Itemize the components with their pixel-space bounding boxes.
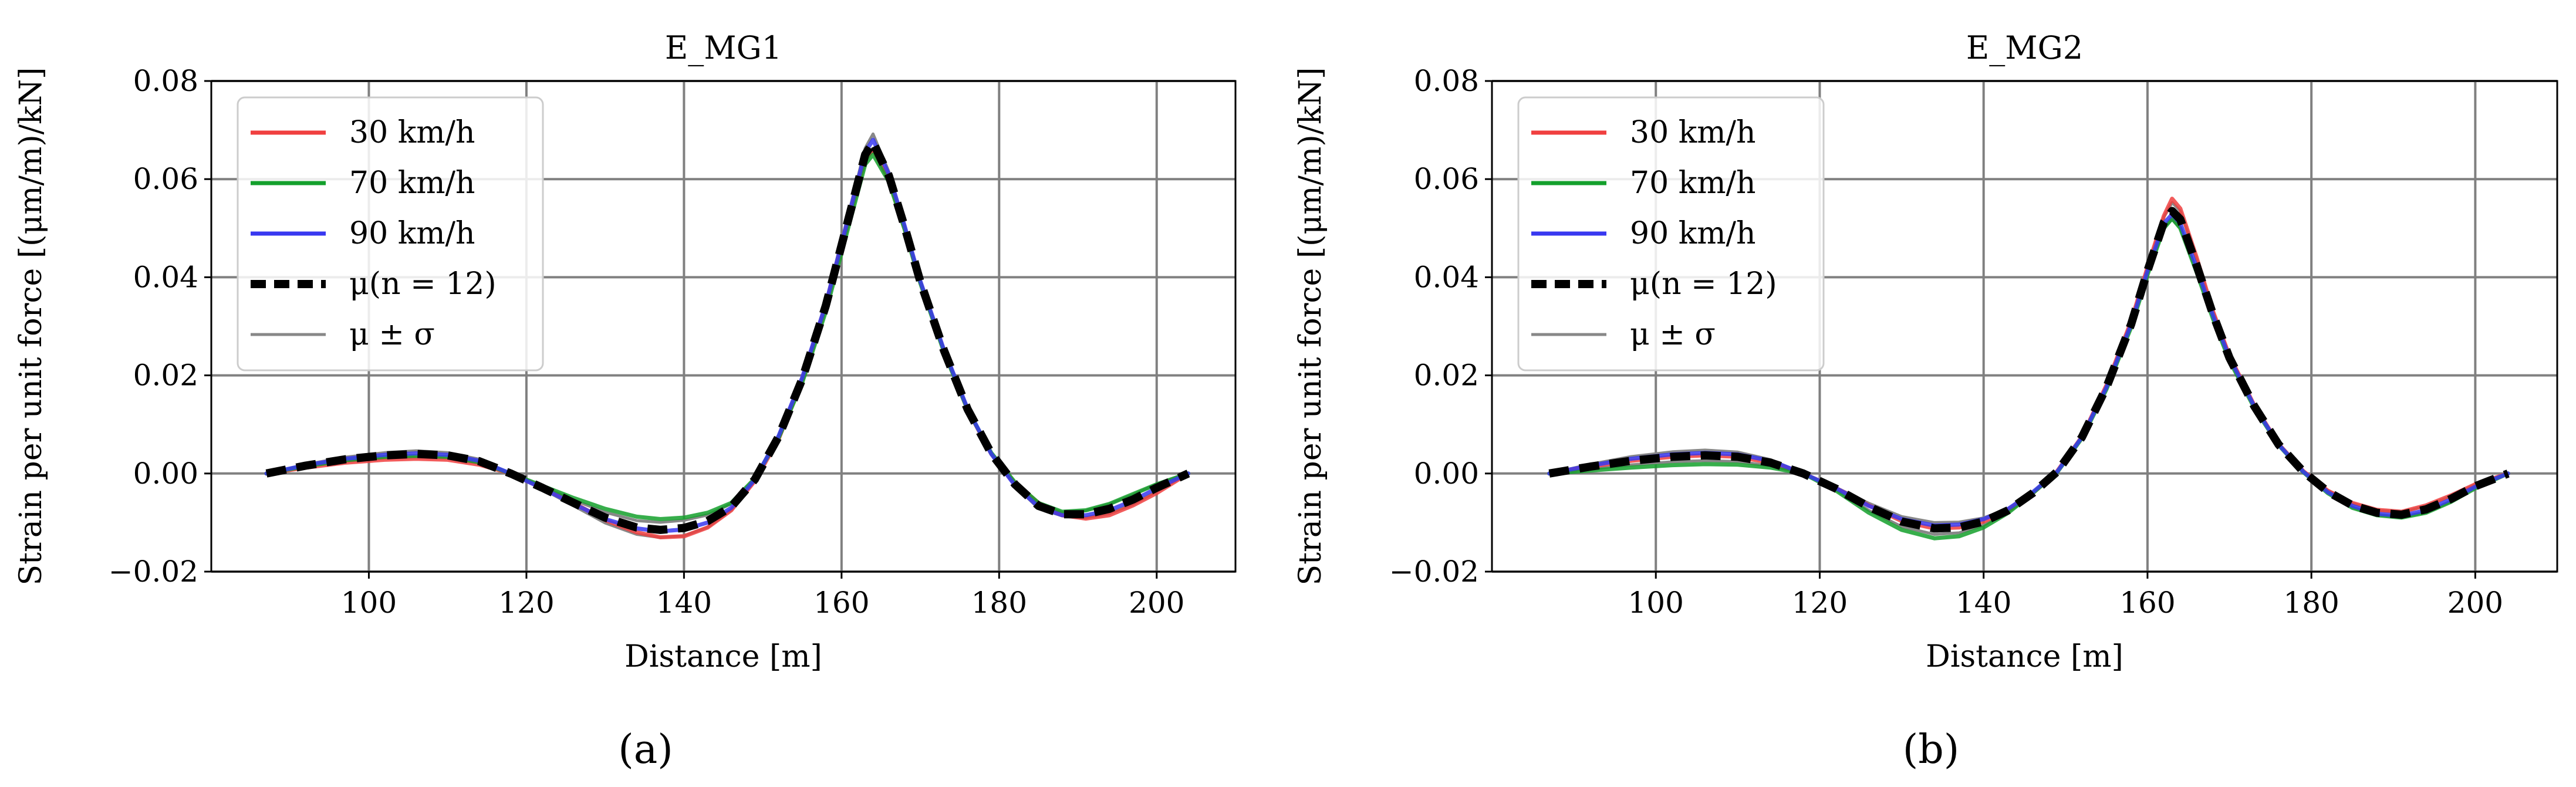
chart-a-legend-box — [237, 96, 544, 371]
chart-a-title: E_MG1 — [665, 29, 782, 66]
chart-a-x-tick-label: 180 — [971, 586, 1027, 620]
chart-b-y-tick-label: 0.02 — [1414, 359, 1479, 393]
chart-a-x-axis-label: Distance [m] — [624, 639, 822, 674]
chart-a-axes-frame — [210, 80, 1237, 573]
chart-a-y-tick-label: 0.00 — [133, 457, 198, 491]
chart-a-x-tick-label: 120 — [498, 586, 554, 620]
panel-label-a: (a) — [618, 727, 673, 773]
chart-b-legend-label-0: 30 km/h — [1630, 115, 1756, 150]
chart-a-legend-label-0: 30 km/h — [349, 115, 475, 150]
chart-b-y-tick-label: 0.00 — [1414, 457, 1479, 491]
chart-b-axes-frame — [1491, 80, 2558, 573]
chart-b-series-mean-line — [1548, 207, 2510, 533]
chart-b-x-tick-label: 180 — [2283, 586, 2339, 620]
chart-b-x-tick-label: 100 — [1628, 586, 1684, 620]
chart-panel-b: E_MG2 100 120 140 160 180 200 −0.02 0.00 0.02 0.04… — [1293, 29, 2558, 674]
chart-b-legend: 30 km/h 70 km/h 90 km/h μ(n = 12) μ ± σ — [1517, 96, 1825, 371]
chart-b-plot-area — [1547, 197, 2510, 541]
chart-b-y-tick-label: 0.08 — [1414, 64, 1479, 98]
chart-b-title: E_MG2 — [1966, 29, 2083, 66]
chart-b-y-axis-label: Strain per unit force [(μm/m)/kN] — [1293, 67, 1328, 586]
chart-a-legend-label-4: μ ± σ — [349, 317, 435, 352]
chart-a-y-tick-label: 0.04 — [133, 260, 198, 294]
chart-b-legend-label-3: μ(n = 12) — [1630, 266, 1777, 302]
chart-a-y-tick-label: −0.02 — [109, 555, 198, 589]
chart-b-legend-label-4: μ ± σ — [1630, 317, 1716, 352]
chart-b-x-tick-label: 120 — [1792, 586, 1848, 620]
chart-a-y-tick-label: 0.02 — [133, 359, 198, 393]
panel-label-b: (b) — [1903, 727, 1960, 773]
chart-b-x-tick-label: 140 — [1956, 586, 2011, 620]
chart-a-x-tick-label: 160 — [813, 586, 869, 620]
chart-a-series-mean-line — [265, 138, 1190, 534]
chart-a-plot-area — [264, 132, 1190, 539]
chart-b-y-tick-label: 0.04 — [1414, 260, 1479, 294]
chart-a-x-tick-label: 200 — [1129, 586, 1184, 620]
chart-b-x-axis-label: Distance [m] — [1926, 639, 2123, 674]
chart-b-x-tick-label: 200 — [2447, 586, 2503, 620]
chart-b-legend-label-1: 70 km/h — [1630, 165, 1756, 201]
chart-b-legend-label-2: 90 km/h — [1630, 216, 1756, 251]
chart-a-y-tick-label: 0.06 — [133, 162, 198, 196]
chart-a-x-tick-label: 140 — [656, 586, 712, 620]
chart-b-x-tick-label: 160 — [2119, 586, 2175, 620]
chart-a-legend-label-1: 70 km/h — [349, 165, 475, 201]
chart-a-legend-label-3: μ(n = 12) — [349, 266, 497, 302]
chart-b-y-tick-label: −0.02 — [1389, 555, 1479, 589]
chart-b-legend-box — [1517, 96, 1825, 371]
chart-b-y-tick-label: 0.06 — [1414, 162, 1479, 196]
chart-a-x-tick-label: 100 — [341, 586, 397, 620]
chart-a-legend-label-2: 90 km/h — [349, 216, 475, 251]
chart-a-y-tick-label: 0.08 — [133, 64, 198, 98]
chart-a-legend: 30 km/h 70 km/h 90 km/h μ(n = 12) μ ± σ — [237, 96, 544, 371]
chart-panel-a: E_MG1 100 120 140 160 180 200 −0.02 0.00 0.02 0.04… — [13, 29, 1237, 674]
chart-a-y-axis-label: Strain per unit force [(μm/m)/kN] — [13, 67, 49, 586]
